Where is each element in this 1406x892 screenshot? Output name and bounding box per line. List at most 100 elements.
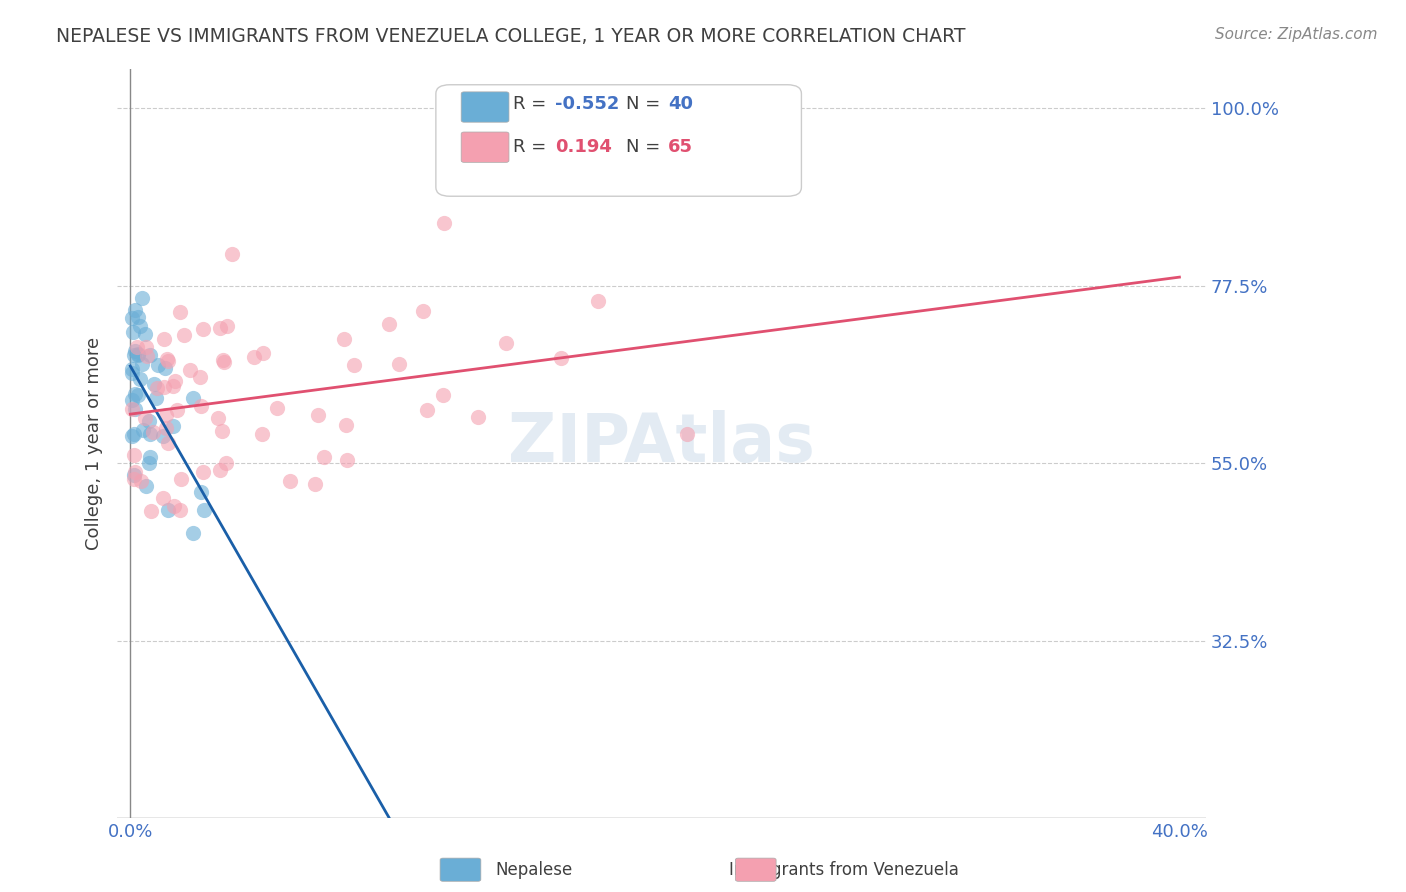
Point	[221, 247, 243, 261]
Point	[124, 343, 146, 358]
Point	[122, 472, 145, 486]
Point	[157, 354, 180, 368]
Point	[495, 336, 517, 351]
Point	[432, 388, 454, 402]
Point	[155, 421, 177, 435]
Point	[124, 386, 146, 401]
Point	[252, 346, 274, 360]
Point	[131, 357, 153, 371]
Point	[162, 379, 184, 393]
Point	[138, 414, 160, 428]
Point	[162, 419, 184, 434]
Point	[550, 351, 572, 365]
Point	[208, 321, 231, 335]
Point	[156, 436, 179, 450]
Text: R =: R =	[513, 138, 553, 156]
Point	[138, 348, 160, 362]
Point	[127, 310, 149, 324]
Point	[250, 427, 273, 442]
Point	[127, 388, 149, 402]
Point	[128, 319, 150, 334]
Point	[432, 216, 454, 230]
Point	[122, 349, 145, 363]
Point	[212, 353, 235, 368]
Point	[193, 503, 215, 517]
Point	[156, 503, 179, 517]
Point	[169, 304, 191, 318]
Point	[139, 426, 162, 441]
Point	[165, 374, 187, 388]
Point	[142, 425, 165, 439]
Point	[242, 350, 264, 364]
Point	[388, 357, 411, 371]
Text: NEPALESE VS IMMIGRANTS FROM VENEZUELA COLLEGE, 1 YEAR OR MORE CORRELATION CHART: NEPALESE VS IMMIGRANTS FROM VENEZUELA CO…	[56, 27, 966, 45]
Point	[124, 402, 146, 417]
Point	[188, 369, 211, 384]
Point	[179, 363, 201, 377]
Point	[215, 456, 238, 470]
Point	[121, 429, 143, 443]
Point	[127, 340, 149, 354]
Text: N =: N =	[626, 138, 665, 156]
Point	[127, 348, 149, 362]
Point	[122, 468, 145, 483]
Point	[155, 408, 177, 422]
Point	[412, 304, 434, 318]
Point	[333, 332, 356, 346]
Text: -0.552: -0.552	[555, 95, 620, 113]
Point	[378, 317, 401, 331]
Text: 0.194: 0.194	[555, 138, 612, 156]
Point	[166, 403, 188, 417]
Point	[153, 380, 176, 394]
Y-axis label: College, 1 year or more: College, 1 year or more	[86, 337, 103, 550]
Point	[586, 294, 609, 309]
Text: Immigrants from Venezuela: Immigrants from Venezuela	[728, 861, 959, 879]
Text: ZIPAtlas: ZIPAtlas	[508, 410, 815, 476]
Text: N =: N =	[626, 95, 665, 113]
Point	[124, 465, 146, 479]
Point	[127, 347, 149, 361]
Point	[307, 409, 329, 423]
Point	[173, 328, 195, 343]
Point	[156, 351, 179, 366]
Point	[129, 474, 152, 488]
Text: R =: R =	[513, 95, 553, 113]
Point	[146, 358, 169, 372]
Point	[121, 366, 143, 380]
Point	[138, 456, 160, 470]
Point	[676, 427, 699, 442]
Text: 40: 40	[668, 95, 693, 113]
Point	[193, 322, 215, 336]
Point	[278, 474, 301, 488]
Point	[131, 291, 153, 305]
Point	[136, 349, 159, 363]
Point	[152, 429, 174, 443]
Point	[304, 477, 326, 491]
Point	[183, 526, 205, 541]
Point	[416, 403, 439, 417]
Point	[121, 362, 143, 376]
Text: Source: ZipAtlas.com: Source: ZipAtlas.com	[1215, 27, 1378, 42]
Point	[217, 319, 239, 334]
Point	[145, 391, 167, 405]
Point	[343, 358, 366, 372]
Point	[467, 409, 489, 424]
Point	[152, 491, 174, 505]
Point	[335, 417, 357, 432]
Point	[266, 401, 288, 415]
Point	[163, 500, 186, 514]
Point	[129, 372, 152, 386]
Point	[135, 340, 157, 354]
Text: 65: 65	[668, 138, 693, 156]
Point	[193, 465, 215, 479]
Point	[121, 393, 143, 408]
Point	[132, 423, 155, 437]
Point	[139, 450, 162, 465]
Point	[212, 355, 235, 369]
Point	[121, 311, 143, 326]
Point	[124, 448, 146, 462]
Point	[146, 381, 169, 395]
Point	[190, 400, 212, 414]
Point	[170, 472, 193, 486]
Point	[134, 326, 156, 341]
